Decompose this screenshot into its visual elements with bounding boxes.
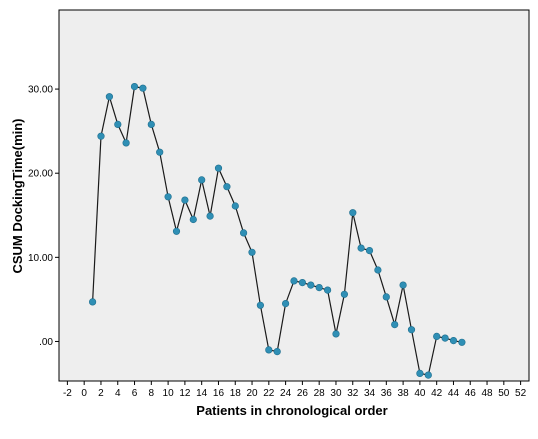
plot-area bbox=[58, 9, 530, 382]
data-point bbox=[458, 338, 466, 346]
x-tick-label: 22 bbox=[263, 388, 275, 399]
x-tick-label: 20 bbox=[246, 388, 258, 399]
data-point bbox=[105, 93, 113, 101]
data-point bbox=[189, 215, 197, 224]
x-tick-label: 12 bbox=[179, 388, 191, 399]
data-point bbox=[130, 82, 139, 91]
x-tick-label: 16 bbox=[213, 388, 225, 399]
x-tick-label: 2 bbox=[98, 388, 104, 399]
data-point bbox=[114, 120, 122, 128]
x-tick-label: 14 bbox=[196, 388, 208, 399]
series-markers bbox=[88, 82, 466, 379]
x-tick-label: 36 bbox=[381, 388, 393, 399]
data-point bbox=[248, 248, 256, 256]
x-axis: -2 0 2 4 6 8 10 12 14 16 18 20 22 24 26 28 30 32 34 36 38 40 4… bbox=[63, 381, 527, 399]
data-point bbox=[349, 209, 357, 217]
x-axis-title: Patients in chronological order bbox=[196, 403, 387, 418]
x-tick-label: 52 bbox=[515, 388, 527, 399]
data-point bbox=[231, 202, 239, 210]
x-tick-label: 48 bbox=[481, 388, 493, 399]
data-point bbox=[223, 183, 231, 191]
x-tick-label: 44 bbox=[448, 388, 460, 399]
x-tick-label: 0 bbox=[81, 388, 87, 399]
data-point bbox=[156, 148, 164, 156]
x-tick-label: 38 bbox=[398, 388, 410, 399]
data-point bbox=[315, 284, 323, 292]
x-tick-label: 4 bbox=[115, 388, 121, 399]
x-tick-label: 32 bbox=[347, 388, 359, 399]
data-point bbox=[382, 293, 390, 301]
data-point bbox=[416, 369, 424, 378]
x-tick-label: 46 bbox=[465, 388, 477, 399]
data-point bbox=[399, 281, 407, 289]
data-point bbox=[441, 334, 449, 342]
x-tick-label: 26 bbox=[297, 388, 309, 399]
y-axis: .00 10.00 20.00 30.00 bbox=[28, 85, 59, 348]
data-point bbox=[324, 286, 332, 294]
x-tick-label: 42 bbox=[431, 388, 443, 399]
x-tick-label: 24 bbox=[280, 388, 292, 399]
x-tick-label: 18 bbox=[230, 388, 242, 399]
data-point bbox=[147, 120, 155, 128]
data-point bbox=[256, 301, 265, 309]
data-point bbox=[407, 326, 416, 334]
x-tick-label: 34 bbox=[364, 388, 376, 399]
x-tick-label: 50 bbox=[498, 388, 510, 399]
data-point bbox=[433, 332, 441, 341]
x-tick-label: 6 bbox=[132, 388, 138, 399]
data-point bbox=[332, 330, 340, 338]
data-point bbox=[307, 281, 315, 289]
data-point bbox=[365, 247, 374, 255]
x-tick-label: 8 bbox=[149, 388, 155, 399]
y-tick-label: 30.00 bbox=[28, 85, 53, 96]
data-point bbox=[214, 164, 223, 172]
data-point bbox=[122, 139, 130, 147]
data-point bbox=[391, 321, 399, 329]
data-point bbox=[298, 279, 307, 287]
y-tick-label: 20.00 bbox=[28, 169, 53, 180]
x-tick-label: 30 bbox=[330, 388, 342, 399]
data-point bbox=[340, 290, 349, 298]
y-tick-label: .00 bbox=[39, 337, 53, 348]
data-point bbox=[265, 346, 273, 354]
data-point bbox=[273, 348, 281, 356]
x-tick-label: 10 bbox=[163, 388, 175, 399]
data-point bbox=[88, 298, 97, 306]
y-tick-label: 10.00 bbox=[28, 253, 53, 264]
data-point bbox=[449, 337, 458, 345]
data-point bbox=[374, 266, 382, 274]
data-point bbox=[240, 229, 248, 237]
x-tick-label: -2 bbox=[63, 388, 72, 399]
data-point bbox=[290, 277, 298, 285]
x-tick-label: 28 bbox=[314, 388, 326, 399]
x-tick-label: 40 bbox=[414, 388, 426, 399]
data-point bbox=[198, 176, 206, 184]
data-point bbox=[357, 244, 365, 252]
data-point bbox=[424, 371, 432, 379]
data-point bbox=[206, 212, 214, 220]
y-axis-title: CSUM DockingTime(min) bbox=[10, 118, 25, 273]
data-point bbox=[282, 300, 290, 308]
data-point bbox=[164, 193, 172, 201]
data-point bbox=[97, 132, 105, 140]
data-point bbox=[172, 227, 181, 235]
data-point bbox=[181, 196, 189, 204]
data-point bbox=[139, 84, 147, 92]
